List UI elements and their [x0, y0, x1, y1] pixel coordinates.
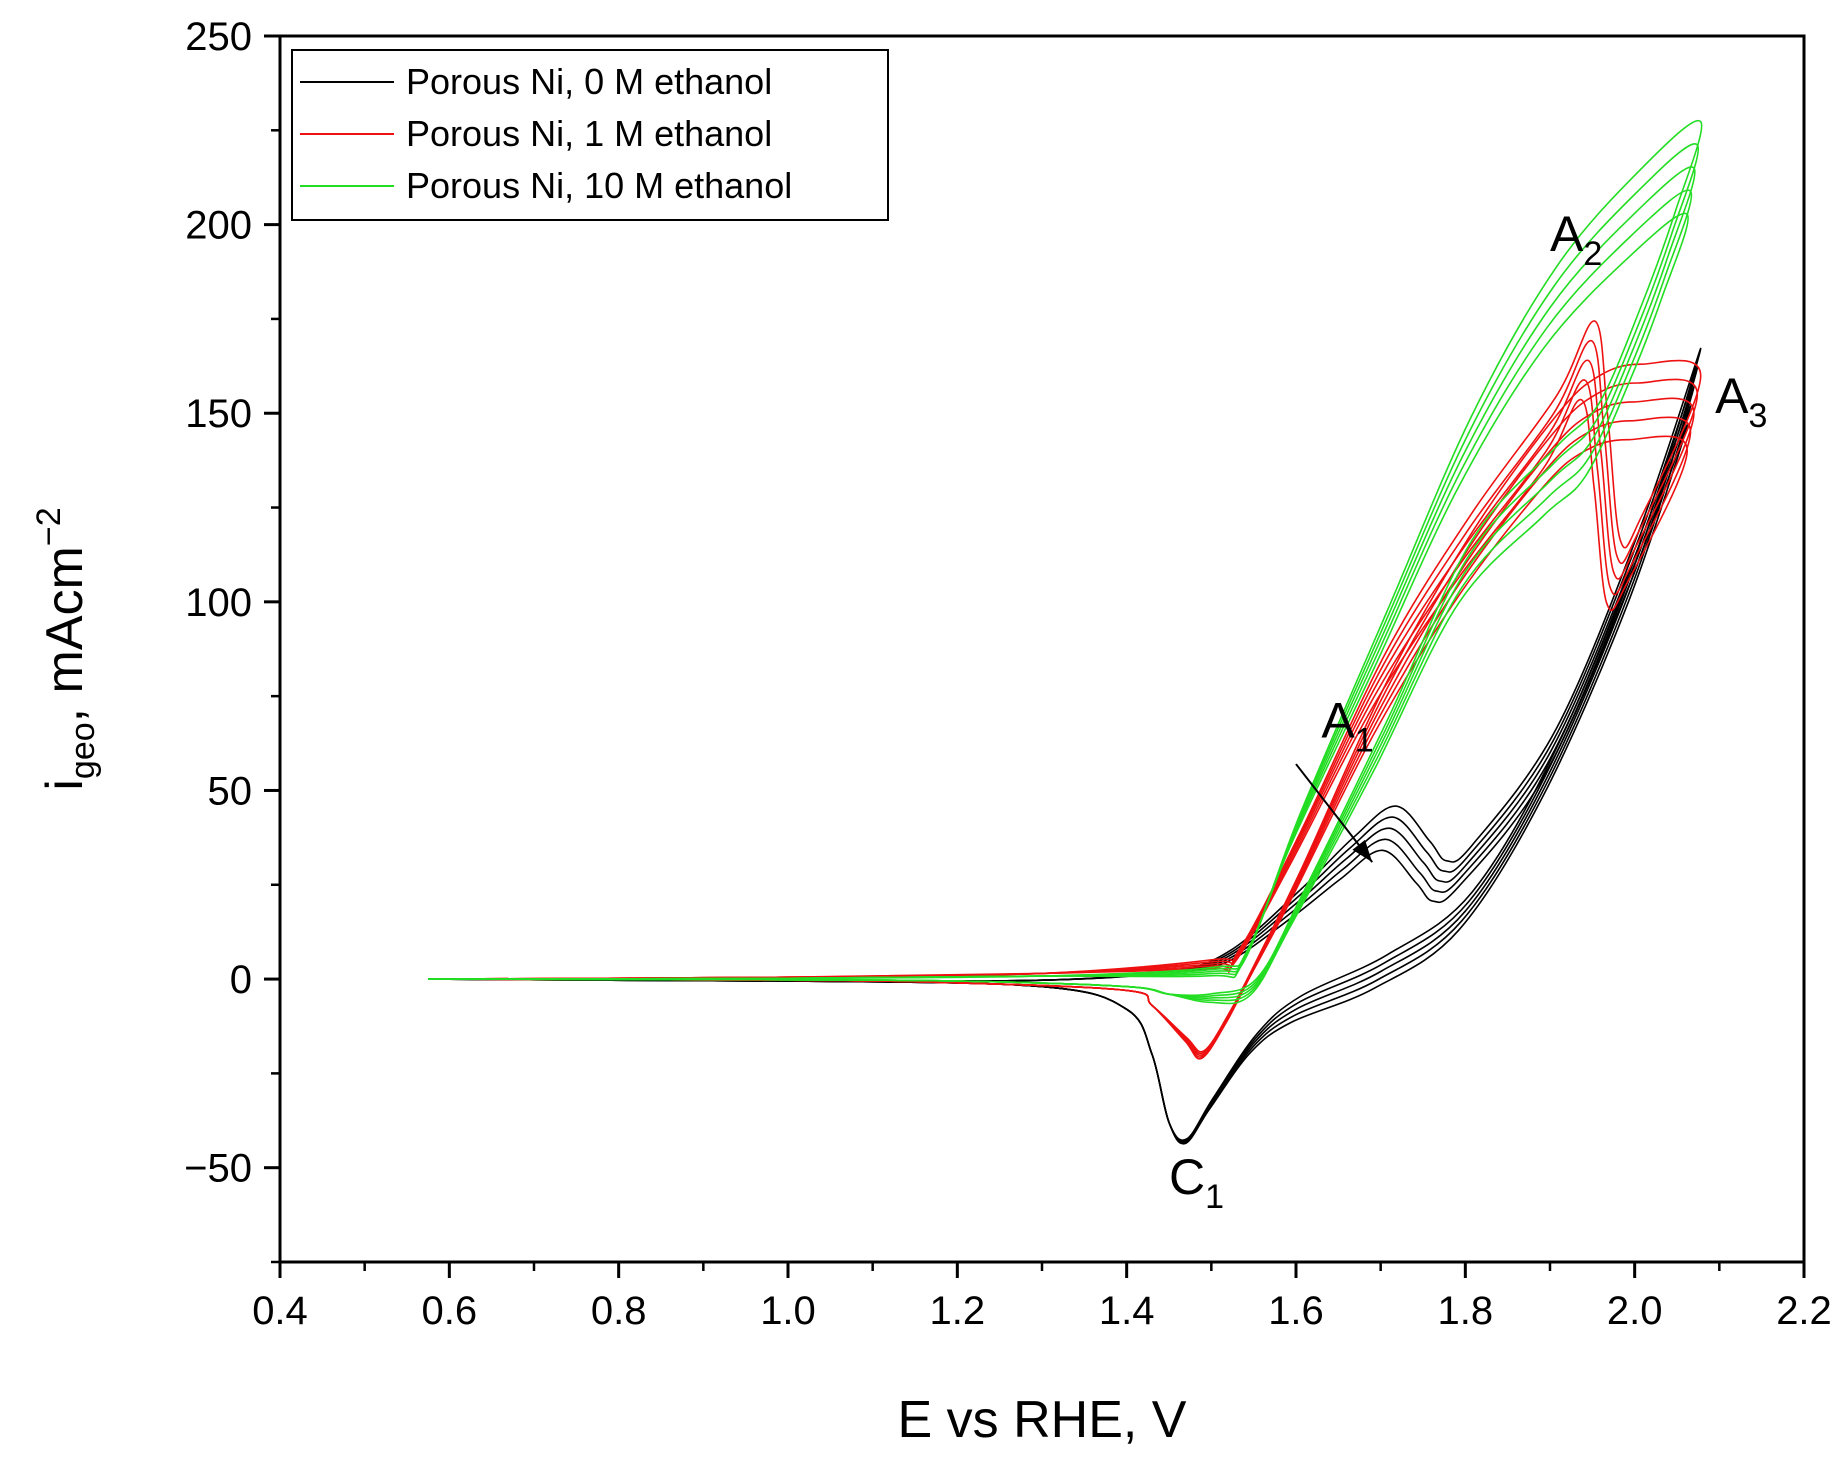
y-axis-ticks: −50 0 50 100 150 200 250: [184, 15, 280, 1264]
x-axis-title: E vs RHE, V: [898, 1391, 1187, 1449]
annotation-label: A: [1321, 693, 1355, 749]
x-tick-label: 2.2: [1776, 1289, 1832, 1333]
y-tick-label: 50: [208, 769, 253, 813]
annotation-label: A: [1550, 206, 1584, 262]
series-1: [428, 320, 1702, 1060]
legend-label: Porous Ni, 0 M ethanol: [406, 61, 772, 102]
x-tick-label: 1.2: [930, 1289, 986, 1333]
x-tick-label: 0.8: [591, 1289, 647, 1333]
y-axis-title-main: i: [36, 779, 94, 791]
y-axis-title-sub: geo: [64, 722, 102, 779]
y-tick-label: −50: [184, 1147, 252, 1191]
x-tick-label: 0.4: [252, 1289, 308, 1333]
annotation-a1: A1: [1321, 693, 1373, 760]
y-axis-title-unit: , mAcm: [36, 546, 94, 722]
series-1-cycle-line: [428, 320, 1702, 1053]
legend-label: Porous Ni, 10 M ethanol: [406, 165, 792, 206]
y-tick-label: 250: [185, 15, 252, 59]
y-tick-label: 150: [185, 392, 252, 436]
legend-label: Porous Ni, 1 M ethanol: [406, 113, 772, 154]
x-tick-label: 1.8: [1438, 1289, 1494, 1333]
annotation-subscript: 2: [1583, 235, 1602, 273]
y-tick-label: 100: [185, 581, 252, 625]
annotation-a3: A3: [1715, 368, 1767, 435]
annotation-label: C: [1169, 1149, 1205, 1205]
x-axis-ticks: 0.4 0.6 0.8 1.0 1.2 1.4 1.6 1.8 2.0 2.2: [252, 1262, 1832, 1333]
series-2-cycle-line: [428, 119, 1703, 997]
y-tick-label: 0: [230, 958, 252, 1002]
x-tick-label: 1.4: [1099, 1289, 1155, 1333]
y-tick-label: 200: [185, 204, 252, 248]
y-axis-title-sup: −2: [30, 507, 68, 546]
annotation-label: A: [1715, 368, 1749, 424]
annotation-subscript: 1: [1205, 1178, 1224, 1216]
annotation-a2: A2: [1550, 206, 1602, 273]
x-tick-label: 1.0: [760, 1289, 816, 1333]
annotation-subscript: 1: [1355, 722, 1374, 760]
x-tick-label: 1.6: [1268, 1289, 1324, 1333]
series-2: [428, 119, 1703, 1005]
curves-layer: [428, 119, 1703, 1145]
y-axis-title: igeo, mAcm−2: [30, 507, 102, 790]
annotation-arrow-head: [1352, 839, 1373, 863]
annotation-subscript: 3: [1748, 397, 1767, 435]
x-tick-label: 0.6: [422, 1289, 478, 1333]
legend: Porous Ni, 0 M ethanol Porous Ni, 1 M eth…: [291, 49, 889, 221]
x-tick-label: 2.0: [1607, 1289, 1663, 1333]
annotation-c1: C1: [1169, 1149, 1224, 1216]
